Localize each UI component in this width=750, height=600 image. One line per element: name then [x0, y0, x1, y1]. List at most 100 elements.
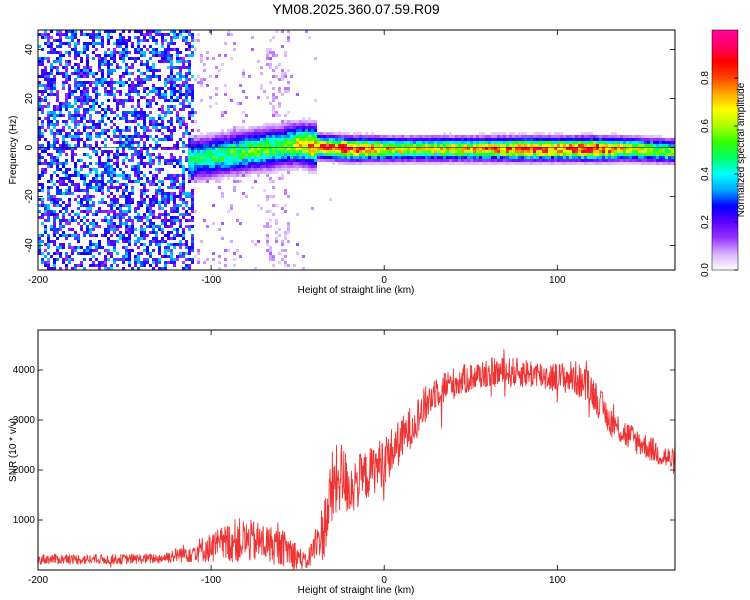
heatmap-cell [281, 45, 284, 48]
heatmap-cell [176, 162, 179, 165]
heatmap-cell [611, 159, 614, 162]
heatmap-cell [65, 153, 68, 156]
heatmap-cell [122, 195, 125, 198]
heatmap-cell [269, 177, 272, 180]
heatmap-cell [551, 162, 554, 165]
heatmap-cell [125, 144, 128, 147]
heatmap-cell [551, 144, 554, 147]
heatmap-cell [158, 159, 161, 162]
heatmap-cell [155, 264, 158, 267]
heatmap-cell [554, 144, 557, 147]
heatmap-cell [125, 201, 128, 204]
heatmap-cell [428, 159, 431, 162]
heatmap-cell [644, 162, 647, 165]
heatmap-cell [659, 159, 662, 162]
heatmap-cell [167, 120, 170, 123]
heatmap-cell [668, 159, 671, 162]
heatmap-cell [491, 159, 494, 162]
heatmap-cell [503, 156, 506, 159]
heatmap-cell [188, 48, 191, 51]
heatmap-cell [119, 93, 122, 96]
heatmap-cell [44, 105, 47, 108]
heatmap-cell [71, 174, 74, 177]
heatmap-cell [161, 231, 164, 234]
heatmap-cell [413, 162, 416, 165]
heatmap-cell [50, 45, 53, 48]
heatmap-cell [185, 54, 188, 57]
heatmap-cell [470, 156, 473, 159]
heatmap-cell [86, 63, 89, 66]
heatmap-cell [125, 156, 128, 159]
heatmap-cell [149, 156, 152, 159]
heatmap-cell [425, 135, 428, 138]
heatmap-cell [347, 159, 350, 162]
heatmap-cell [137, 207, 140, 210]
heatmap-cell [98, 57, 101, 60]
heatmap-cell [533, 159, 536, 162]
heatmap-cell [233, 189, 236, 192]
heatmap-cell [194, 162, 197, 165]
heatmap-cell [92, 180, 95, 183]
snr-background [38, 330, 675, 570]
heatmap-cell [38, 75, 41, 78]
heatmap-cell [95, 234, 98, 237]
heatmap-cell [341, 150, 344, 153]
heatmap-cell [44, 159, 47, 162]
heatmap-cell [140, 30, 143, 33]
heatmap-cell [272, 156, 275, 159]
heatmap-cell [65, 120, 68, 123]
heatmap-cell [608, 138, 611, 141]
heatmap-cell [125, 174, 128, 177]
heatmap-cell [218, 159, 221, 162]
heatmap-cell [164, 33, 167, 36]
heatmap-cell [281, 120, 284, 123]
heatmap-cell [281, 159, 284, 162]
heatmap-cell [83, 249, 86, 252]
heatmap-cell [266, 48, 269, 51]
heatmap-cell [257, 60, 260, 63]
heatmap-cell [83, 144, 86, 147]
heatmap-cell [152, 147, 155, 150]
heatmap-cell [182, 252, 185, 255]
heatmap-cell [443, 132, 446, 135]
heatmap-cell [170, 207, 173, 210]
heatmap-cell [122, 99, 125, 102]
heatmap-cell [461, 141, 464, 144]
heatmap-cell [656, 156, 659, 159]
heatmap-cell [158, 138, 161, 141]
heatmap-cell [311, 168, 314, 171]
heatmap-cell [53, 159, 56, 162]
heatmap-cell [47, 117, 50, 120]
heatmap-cell [425, 141, 428, 144]
heatmap-cell [92, 126, 95, 129]
heatmap-cell [548, 147, 551, 150]
heatmap-cell [200, 99, 203, 102]
heatmap-cell [41, 258, 44, 261]
heatmap-cell [155, 129, 158, 132]
heatmap-cell [173, 180, 176, 183]
heatmap-cell [254, 135, 257, 138]
heatmap-cell [167, 225, 170, 228]
heatmap-cell [221, 162, 224, 165]
heatmap-cell [233, 162, 236, 165]
heatmap-cell [143, 141, 146, 144]
heatmap-cell [104, 138, 107, 141]
heatmap-cell [431, 153, 434, 156]
heatmap-cell [287, 231, 290, 234]
heatmap-cell [53, 111, 56, 114]
heatmap-cell [77, 189, 80, 192]
heatmap-cell [80, 168, 83, 171]
heatmap-cell [593, 144, 596, 147]
heatmap-cell [332, 147, 335, 150]
heatmap-cell [110, 168, 113, 171]
heatmap-cell [425, 150, 428, 153]
heatmap-cell [173, 264, 176, 267]
heatmap-cell [542, 132, 545, 135]
heatmap-cell [170, 84, 173, 87]
heatmap-cell [257, 129, 260, 132]
heatmap-cell [86, 120, 89, 123]
heatmap-cell [101, 180, 104, 183]
heatmap-cell [161, 96, 164, 99]
heatmap-cell [71, 93, 74, 96]
heatmap-cell [215, 159, 218, 162]
